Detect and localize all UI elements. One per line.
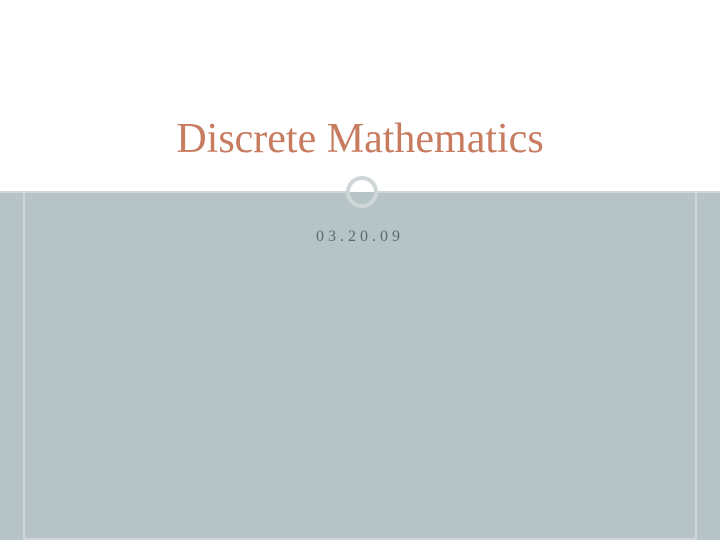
slide-subtitle: 03.20.09 [0,228,720,246]
ring-lower-half [346,192,378,208]
slide-top-region [0,0,720,192]
slide-title: Discrete Mathematics [0,115,720,163]
presentation-slide: Discrete Mathematics 03.20.09 [0,0,720,540]
